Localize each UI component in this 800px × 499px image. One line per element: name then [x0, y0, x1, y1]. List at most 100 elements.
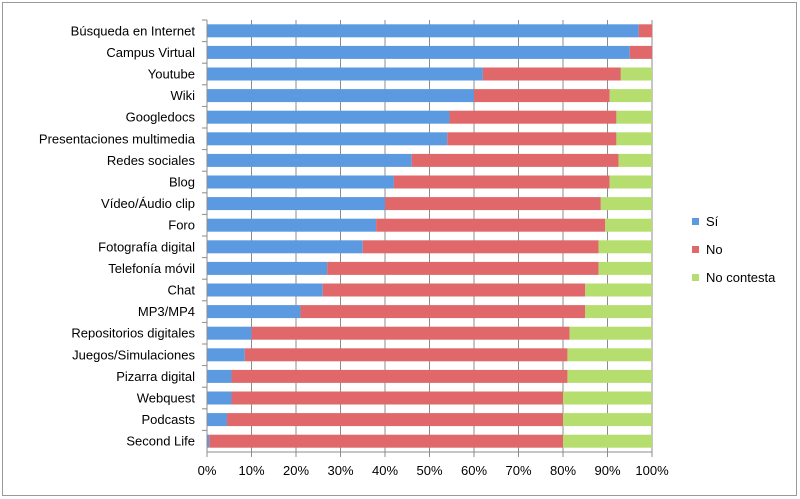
category-label: Foro: [168, 218, 195, 233]
category-label: Second Life: [126, 434, 195, 449]
category-label: Wiki: [170, 88, 195, 103]
bar-no-contesta-podcasts: [563, 413, 652, 427]
bar-no-contesta-webquest: [563, 391, 652, 405]
legend-label-no-contesta: No contesta: [706, 270, 776, 285]
category-label: Chat: [168, 283, 196, 298]
bar-no-telefonia-movil: [327, 261, 599, 275]
category-labels: Búsqueda en Internet Campus Virtual Youtub…: [39, 23, 196, 448]
bar-no-busqueda-en-internet: [638, 24, 652, 38]
category-label: MP3/MP4: [138, 304, 195, 319]
x-tick-label: 0%: [198, 463, 217, 478]
legend: Sí No No contesta: [692, 214, 776, 285]
bar-no-campus-virtual: [629, 45, 652, 59]
x-tick-label: 90%: [594, 463, 620, 478]
bar-si-campus-virtual: [207, 45, 630, 59]
bar-no-blog: [393, 175, 610, 189]
bar-no-contesta-youtube: [620, 67, 652, 81]
x-tick-label: 10%: [238, 463, 264, 478]
category-label: Campus Virtual: [106, 45, 195, 60]
legend-swatch-si: [692, 218, 699, 225]
x-tick-label: 20%: [283, 463, 309, 478]
bar-no-webquest: [231, 391, 563, 405]
bar-no-contesta-telefonia-movil: [598, 261, 652, 275]
bar-si-blog: [207, 175, 394, 189]
bars-group: [207, 24, 652, 448]
legend-label-no: No: [706, 242, 723, 257]
category-label: Presentaciones multimedia: [39, 131, 196, 146]
x-tick-label: 70%: [505, 463, 531, 478]
bar-no-podcasts: [227, 413, 563, 427]
bar-si-chat: [207, 283, 323, 297]
bar-no-foro: [376, 218, 606, 232]
x-tick-label: 50%: [416, 463, 442, 478]
bar-si-webquest: [207, 391, 232, 405]
bar-no-wiki: [474, 89, 610, 103]
category-label: Pizarra digital: [116, 369, 195, 384]
bar-si-redes-sociales: [207, 153, 412, 167]
bar-no-presentaciones-multimedia: [447, 132, 617, 146]
legend-label-si: Sí: [706, 214, 719, 229]
bar-no-contesta-foro: [605, 218, 652, 232]
bar-no-contesta-mp3-mp4: [585, 305, 652, 319]
bar-no-mp3-mp4: [300, 305, 586, 319]
bar-si-podcasts: [207, 413, 228, 427]
category-label: Googledocs: [126, 110, 196, 125]
legend-swatch-no-contesta: [692, 274, 699, 281]
category-label: Búsqueda en Internet: [71, 23, 196, 38]
category-label: Webquest: [137, 391, 196, 406]
bar-no-googledocs: [449, 110, 617, 124]
bar-no-contesta-wiki: [609, 89, 652, 103]
bar-no-chat: [322, 283, 586, 297]
category-label: Vídeo/Áudio clip: [101, 196, 195, 211]
x-tick-label: 80%: [550, 463, 576, 478]
bar-no-contesta-chat: [585, 283, 652, 297]
bar-no-juegos-simulaciones: [244, 348, 568, 362]
bar-no-contesta-repositorios-digitales: [569, 326, 652, 340]
category-label: Juegos/Simulaciones: [72, 347, 195, 362]
category-label: Repositorios digitales: [71, 326, 195, 341]
bar-no-contesta-juegos-simulaciones: [567, 348, 652, 362]
category-label: Blog: [169, 175, 195, 190]
category-label: Redes sociales: [107, 153, 196, 168]
bar-si-second-life: [207, 434, 210, 448]
bar-si-busqueda-en-internet: [207, 24, 639, 38]
bar-si-juegos-simulaciones: [207, 348, 245, 362]
gridlines: [206, 20, 653, 452]
legend-swatch-no: [692, 246, 699, 253]
category-label: Telefonía móvil: [108, 261, 195, 276]
bar-si-mp3-mp4: [207, 305, 301, 319]
axes: [202, 19, 653, 457]
bar-no-contesta-fotografia-digital: [598, 240, 652, 254]
bar-si-video-audio-clip: [207, 197, 385, 211]
category-label: Youtube: [148, 67, 195, 82]
x-tick-label: 40%: [372, 463, 398, 478]
bar-no-contesta-redes-sociales: [618, 153, 652, 167]
bar-no-contesta-googledocs: [616, 110, 652, 124]
bar-no-repositorios-digitales: [251, 326, 570, 340]
bar-no-contesta-video-audio-clip: [600, 197, 652, 211]
bar-si-telefonia-movil: [207, 261, 328, 275]
x-tick-label: 100%: [635, 463, 669, 478]
x-tick-labels: 0% 10% 20% 30% 40% 50% 60% 70% 80% 90% 100%: [198, 463, 669, 478]
bar-si-googledocs: [207, 110, 450, 124]
bar-no-pizarra-digital: [231, 369, 568, 383]
bar-no-contesta-presentaciones-multimedia: [616, 132, 652, 146]
bar-no-video-audio-clip: [385, 197, 601, 211]
bar-si-youtube: [207, 67, 483, 81]
category-label: Podcasts: [142, 412, 196, 427]
bar-no-contesta-pizarra-digital: [567, 369, 652, 383]
bar-si-wiki: [207, 89, 474, 103]
bar-no-youtube: [482, 67, 621, 81]
bar-no-contesta-blog: [609, 175, 652, 189]
bar-no-fotografia-digital: [362, 240, 599, 254]
x-tick-label: 30%: [327, 463, 353, 478]
bar-no-contesta-second-life: [563, 434, 652, 448]
bar-no-redes-sociales: [411, 153, 619, 167]
bar-si-fotografia-digital: [207, 240, 363, 254]
bar-si-foro: [207, 218, 377, 232]
bar-no-second-life: [209, 434, 563, 448]
x-tick-label: 60%: [461, 463, 487, 478]
category-label: Fotografía digital: [98, 239, 195, 254]
bar-si-presentaciones-multimedia: [207, 132, 448, 146]
